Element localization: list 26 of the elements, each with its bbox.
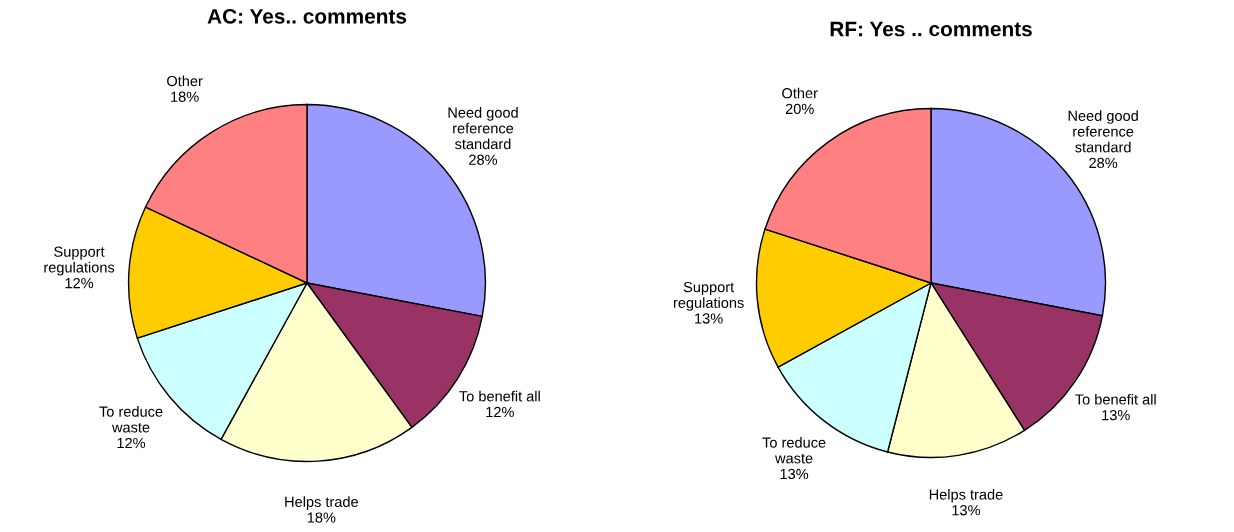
data-label: 13% xyxy=(952,505,981,516)
data-label: 12% xyxy=(117,437,146,449)
slice-label: Need good reference standard xyxy=(1068,110,1138,153)
slice-label: Need good reference standard xyxy=(448,107,518,150)
slice-label: Helps trade xyxy=(285,496,358,510)
slice-label: To reduce waste xyxy=(99,406,163,433)
data-label: 13% xyxy=(780,468,809,480)
data-label: 12% xyxy=(486,406,514,418)
slice-label: Other xyxy=(167,75,203,87)
chart-title: AC: Yes.. comments xyxy=(207,8,407,24)
slice-label: Other xyxy=(782,87,818,99)
slice-label: Helps trade xyxy=(929,488,1003,503)
chart-title: RF: Yes .. comments xyxy=(830,21,1032,37)
data-label: 12% xyxy=(65,277,94,289)
data-label: 28% xyxy=(469,154,498,165)
data-label: 13% xyxy=(695,313,723,324)
data-label: 28% xyxy=(1089,157,1118,169)
data-label: 20% xyxy=(785,103,814,115)
data-label: 18% xyxy=(307,512,336,523)
data-label: 18% xyxy=(171,91,199,102)
data-label: 13% xyxy=(1102,410,1130,421)
slice-label: To benefit all xyxy=(1075,393,1156,405)
slice-label: Support regulations xyxy=(673,281,744,311)
slice-label: To benefit all xyxy=(459,390,540,402)
slice-label: To reduce waste xyxy=(762,436,826,464)
slice-label: Support regulations xyxy=(44,246,115,276)
